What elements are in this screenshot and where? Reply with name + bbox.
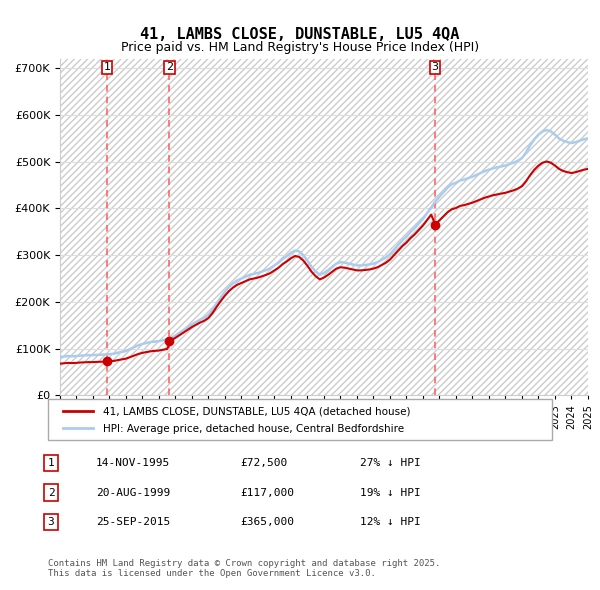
Text: Contains HM Land Registry data © Crown copyright and database right 2025.
This d: Contains HM Land Registry data © Crown c… (48, 559, 440, 578)
Text: 1: 1 (47, 458, 55, 468)
Text: 19% ↓ HPI: 19% ↓ HPI (360, 488, 421, 497)
Text: HPI: Average price, detached house, Central Bedfordshire: HPI: Average price, detached house, Cent… (103, 424, 404, 434)
Text: 20-AUG-1999: 20-AUG-1999 (96, 488, 170, 497)
Text: £72,500: £72,500 (240, 458, 287, 468)
Text: £117,000: £117,000 (240, 488, 294, 497)
Text: 3: 3 (431, 63, 439, 73)
Text: 41, LAMBS CLOSE, DUNSTABLE, LU5 4QA (detached house): 41, LAMBS CLOSE, DUNSTABLE, LU5 4QA (det… (103, 407, 411, 417)
Text: £365,000: £365,000 (240, 517, 294, 527)
Text: 12% ↓ HPI: 12% ↓ HPI (360, 517, 421, 527)
Text: 1: 1 (104, 63, 111, 73)
FancyBboxPatch shape (48, 399, 552, 440)
Text: 2: 2 (47, 488, 55, 497)
Text: 27% ↓ HPI: 27% ↓ HPI (360, 458, 421, 468)
Text: 14-NOV-1995: 14-NOV-1995 (96, 458, 170, 468)
Text: 41, LAMBS CLOSE, DUNSTABLE, LU5 4QA: 41, LAMBS CLOSE, DUNSTABLE, LU5 4QA (140, 27, 460, 41)
Text: Price paid vs. HM Land Registry's House Price Index (HPI): Price paid vs. HM Land Registry's House … (121, 41, 479, 54)
Text: 3: 3 (47, 517, 55, 527)
Text: 25-SEP-2015: 25-SEP-2015 (96, 517, 170, 527)
Text: 2: 2 (166, 63, 173, 73)
